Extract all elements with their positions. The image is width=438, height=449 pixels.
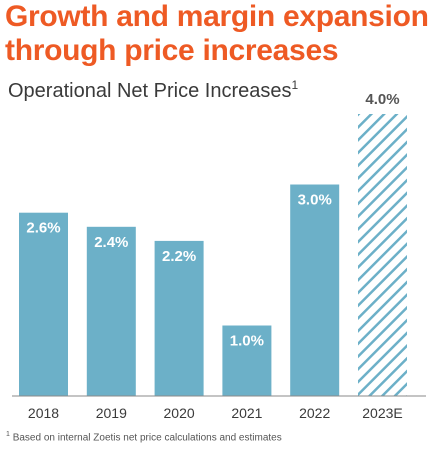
category-label-2020: 2020 — [164, 405, 195, 421]
category-label-2023E: 2023E — [362, 405, 402, 421]
category-label-2022: 2022 — [299, 405, 330, 421]
headline: Growth and margin expansion through pric… — [5, 0, 429, 68]
bar-2023E — [358, 114, 407, 396]
bar-2020 — [154, 240, 204, 396]
bar-2019 — [86, 226, 136, 396]
value-label-2022: 3.0% — [298, 192, 332, 209]
footnote: 1 Based on internal Zoetis net price cal… — [6, 431, 282, 443]
labels-group: 2.6% 2018 2.4% 2019 2.2% 2020 1.0% 2021 3.0% 2022… — [26, 91, 402, 421]
bar-2018 — [19, 212, 68, 396]
value-label-2020: 2.2% — [162, 248, 196, 265]
chart-title-text: Operational Net Price Increases — [8, 80, 292, 102]
headline-line-2: through price increases — [5, 34, 339, 67]
category-label-2021: 2021 — [231, 405, 262, 421]
footnote-text: Based on internal Zoetis net price calcu… — [12, 432, 282, 444]
category-label-2018: 2018 — [28, 405, 59, 421]
bar-2022 — [290, 184, 340, 396]
value-label-2023E: 4.0% — [365, 91, 399, 108]
chart-title-footnote-marker: 1 — [291, 78, 299, 92]
bar-2021 — [222, 325, 272, 396]
value-label-2018: 2.6% — [26, 220, 60, 237]
footnote-marker: 1 — [6, 431, 10, 438]
headline-line-1: Growth and margin expansion — [5, 0, 429, 33]
chart-title: Operational Net Price Increases1 — [8, 78, 299, 103]
value-label-2019: 2.4% — [94, 234, 128, 251]
bars-group — [19, 114, 407, 396]
category-label-2019: 2019 — [96, 405, 127, 421]
value-label-2021: 1.0% — [230, 333, 264, 350]
